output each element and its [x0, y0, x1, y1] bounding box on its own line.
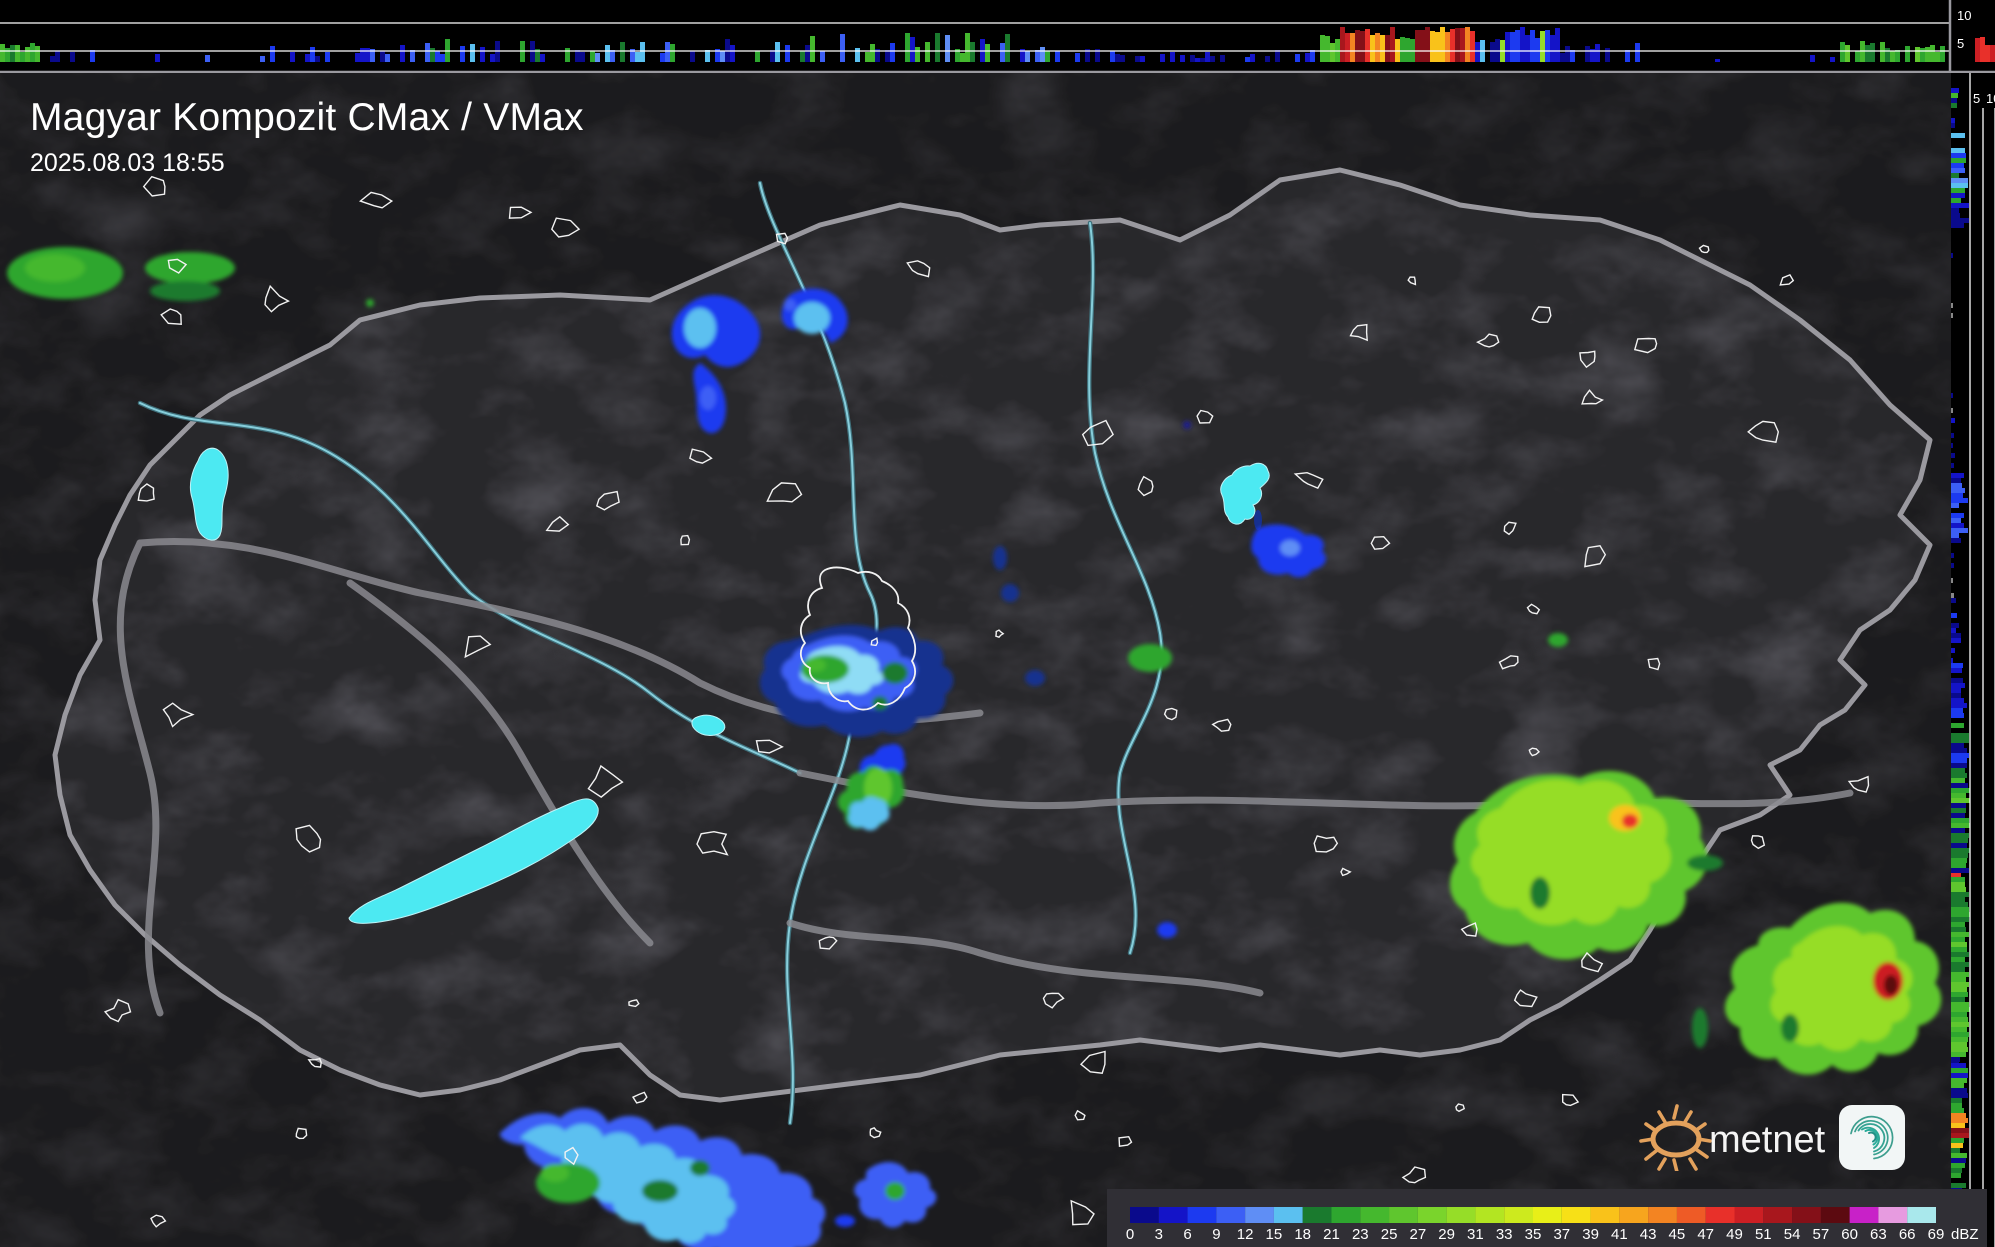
svg-text:18: 18 [1294, 1226, 1311, 1243]
svg-text:39: 39 [1582, 1226, 1599, 1243]
svg-text:43: 43 [1640, 1226, 1657, 1243]
svg-text:31: 31 [1467, 1226, 1484, 1243]
svg-text:6: 6 [1183, 1226, 1191, 1243]
svg-text:10: 10 [1986, 91, 1995, 106]
svg-text:29: 29 [1438, 1226, 1455, 1243]
svg-text:0: 0 [1126, 1226, 1134, 1243]
svg-text:27: 27 [1410, 1226, 1427, 1243]
svg-text:15: 15 [1266, 1226, 1283, 1243]
svg-text:25: 25 [1381, 1226, 1398, 1243]
svg-text:57: 57 [1813, 1226, 1830, 1243]
svg-text:51: 51 [1755, 1226, 1772, 1243]
svg-text:23: 23 [1352, 1226, 1369, 1243]
svg-text:3: 3 [1155, 1226, 1163, 1243]
svg-text:21: 21 [1323, 1226, 1340, 1243]
svg-text:dBZ: dBZ [1951, 1226, 1979, 1243]
svg-text:41: 41 [1611, 1226, 1628, 1243]
svg-text:60: 60 [1841, 1226, 1858, 1243]
svg-text:63: 63 [1870, 1226, 1887, 1243]
svg-text:37: 37 [1553, 1226, 1570, 1243]
svg-text:49: 49 [1726, 1226, 1743, 1243]
svg-text:47: 47 [1697, 1226, 1714, 1243]
svg-text:12: 12 [1237, 1226, 1254, 1243]
svg-text:metnet: metnet [1709, 1119, 1826, 1161]
svg-text:45: 45 [1669, 1226, 1686, 1243]
svg-text:5: 5 [1957, 36, 1964, 51]
svg-text:66: 66 [1899, 1226, 1916, 1243]
svg-text:54: 54 [1784, 1226, 1801, 1243]
svg-text:33: 33 [1496, 1226, 1513, 1243]
svg-text:35: 35 [1525, 1226, 1542, 1243]
svg-text:10: 10 [1957, 8, 1971, 23]
svg-text:5: 5 [1973, 91, 1980, 106]
svg-text:9: 9 [1212, 1226, 1220, 1243]
svg-text:69: 69 [1928, 1226, 1945, 1243]
